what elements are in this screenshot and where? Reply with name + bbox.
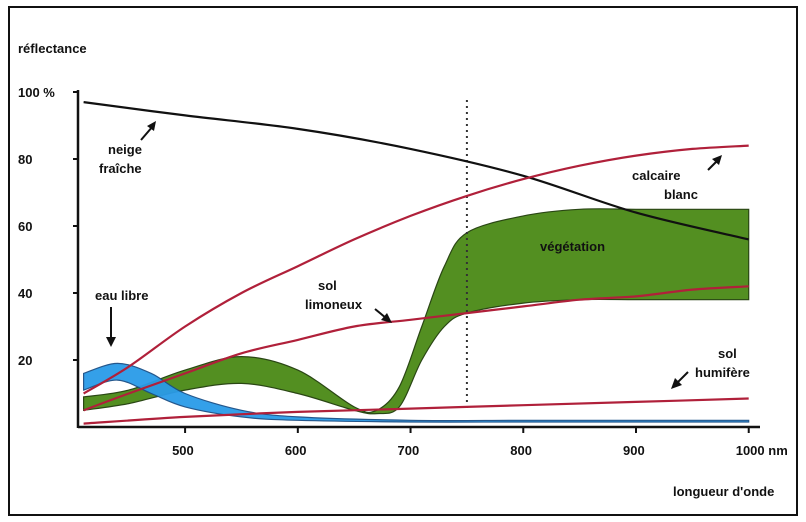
y-tick-label: 60: [18, 219, 32, 234]
y-tick-label: 40: [18, 286, 32, 301]
ticks-layer: 100 % 80 60 40 20 500 600 700 800 900 1000 nm: [18, 85, 788, 458]
annotation-calcaire-line2: blanc: [664, 187, 698, 202]
y-tick-label: 80: [18, 152, 32, 167]
annotation-vegetation: végétation: [540, 239, 605, 254]
annotation-neige-line2: fraîche: [99, 161, 142, 176]
arrow-limoneux: [374, 308, 392, 323]
x-tick-label: 900: [623, 443, 645, 458]
annotation-limoneux-line2: limoneux: [305, 297, 363, 312]
x-tick-label: 1000 nm: [736, 443, 788, 458]
annotation-humifere-line2: humifère: [695, 365, 750, 380]
x-axis-title: longueur d'onde: [673, 484, 774, 499]
line-calcaire-blanc: [83, 144, 749, 395]
arrow-neige: [140, 121, 156, 141]
band-eau-libre: [83, 362, 750, 423]
arrow-calcaire: [707, 155, 722, 171]
x-tick-label: 600: [285, 443, 307, 458]
annotation-eau-libre: eau libre: [95, 288, 148, 303]
y-tick-label: 100 %: [18, 85, 55, 100]
annotation-calcaire-line1: calcaire: [632, 168, 680, 183]
annotation-humifere-line1: sol: [718, 346, 737, 361]
band-vegetation: [83, 208, 750, 415]
y-axis-title: réflectance: [18, 41, 87, 56]
arrow-eau-libre: [106, 307, 116, 347]
plot-layer: [83, 100, 750, 425]
x-tick-label: 700: [398, 443, 420, 458]
arrow-humifere: [671, 371, 689, 389]
line-sol-humifere: [83, 397, 749, 425]
annotation-limoneux-line1: sol: [318, 278, 337, 293]
line-neige-fraiche: [83, 101, 749, 241]
x-tick-label: 800: [510, 443, 532, 458]
annotation-neige-line1: neige: [108, 142, 142, 157]
axes-layer: [76, 90, 760, 429]
x-tick-label: 500: [172, 443, 194, 458]
line-sol-limoneux: [83, 285, 749, 412]
y-tick-label: 20: [18, 353, 32, 368]
annotation-arrows: [106, 121, 722, 389]
